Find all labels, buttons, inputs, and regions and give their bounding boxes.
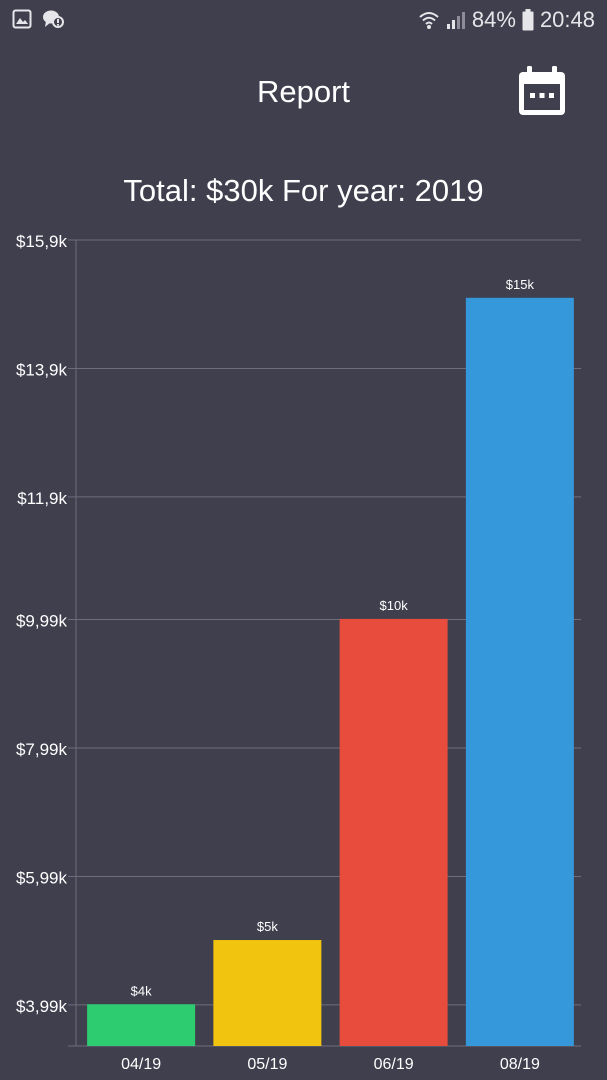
y-tick-label: $7,99k (16, 740, 68, 759)
signal-icon (446, 10, 466, 30)
y-tick-label: $9,99k (16, 612, 68, 631)
chart-bar (465, 297, 574, 1047)
page-title: Report (256, 74, 351, 109)
y-tick-label: $13,9k (16, 360, 68, 379)
y-tick-label: $15,9k (16, 232, 68, 251)
status-time: 20:48 (539, 7, 595, 32)
calendar-icon (517, 65, 567, 122)
y-tick-label: $11,9k (17, 489, 67, 508)
x-tick-label: 05/19 (247, 1056, 287, 1073)
bar-value-label: $4k (131, 983, 152, 998)
total-summary: Total: $30k For year: 2019 (123, 173, 484, 208)
bar-value-label: $15k (506, 277, 535, 292)
battery-percent: 84% (471, 7, 516, 32)
chart-bar (213, 940, 322, 1046)
y-tick-label: $3,99k (16, 997, 68, 1016)
chat-bubble-icon (42, 9, 64, 34)
status-bar: 84% 20:48 (0, 0, 607, 40)
bar-value-label: $5k (257, 919, 278, 934)
chart-bar (87, 1004, 196, 1046)
x-tick-label: 04/19 (121, 1056, 161, 1073)
wifi-icon (418, 10, 440, 30)
calendar-button[interactable] (515, 65, 569, 122)
y-tick-label: $5,99k (16, 868, 68, 887)
x-tick-label: 08/19 (500, 1056, 540, 1073)
image-icon (12, 9, 32, 34)
status-left-icons (12, 9, 64, 34)
chart-bar (339, 618, 448, 1046)
battery-icon (522, 9, 534, 31)
status-right-icons: 84% 20:48 (418, 7, 595, 33)
x-tick-label: 06/19 (374, 1056, 414, 1073)
app-header: Report (0, 58, 607, 128)
bar-value-label: $10k (380, 598, 409, 613)
